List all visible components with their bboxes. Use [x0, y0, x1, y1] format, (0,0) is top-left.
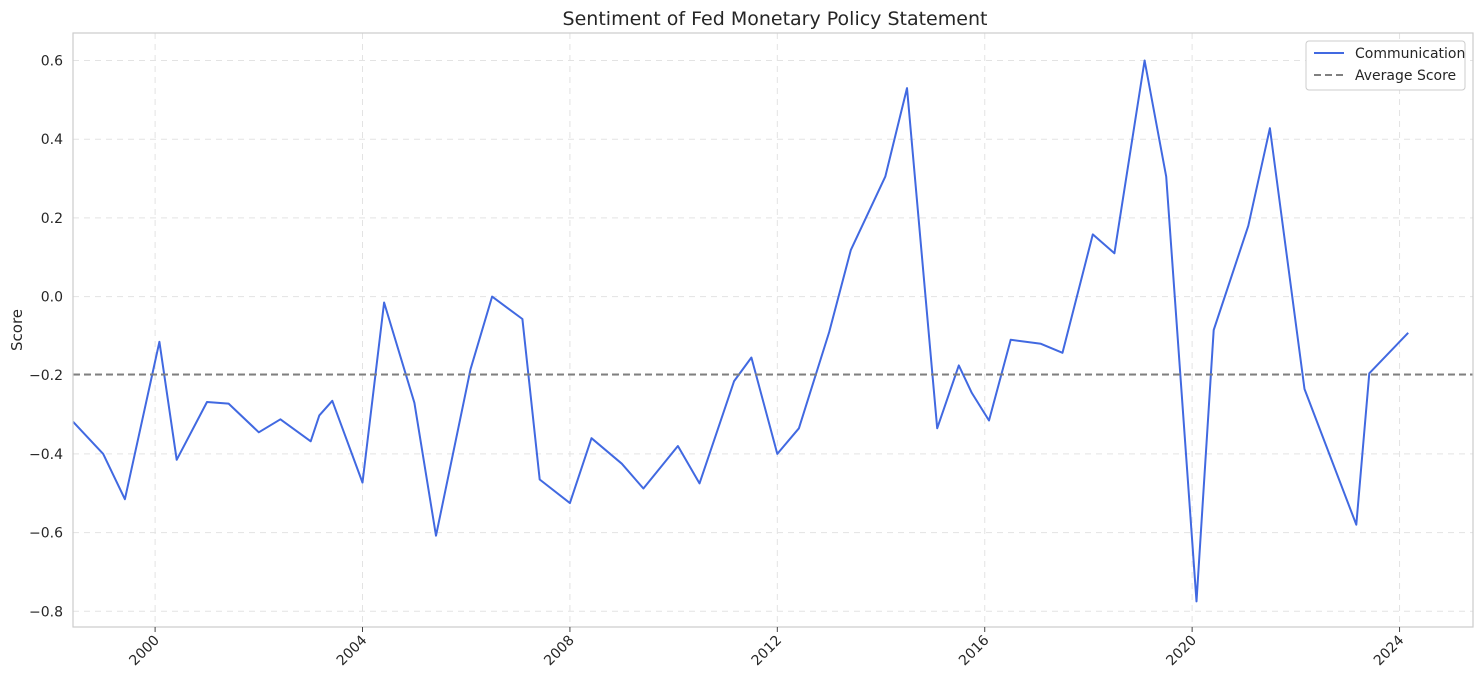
x-tick-label: 2004	[334, 632, 371, 669]
x-tick-labels: 2000 2004 2008 2012 2016 2020 2024	[126, 627, 1407, 669]
y-tick-label: −0.8	[29, 604, 63, 620]
x-tick-label: 2016	[956, 632, 993, 669]
chart-title: Sentiment of Fed Monetary Policy Stateme…	[563, 8, 988, 30]
y-tick-label: −0.2	[29, 368, 63, 384]
y-tick-label: 0.4	[41, 132, 63, 148]
y-tick-labels: 0.6 0.4 0.2 0.0 −0.2 −0.4 −0.6 −0.8	[29, 54, 63, 621]
y-tick-label: 0.2	[41, 211, 63, 227]
x-tick-label: 2012	[749, 633, 786, 670]
legend-label-average-score: Average Score	[1355, 68, 1456, 84]
communication-line	[72, 59, 1409, 603]
legend-label-communication: Communication	[1355, 46, 1465, 62]
grid-lines	[73, 33, 1473, 627]
legend-box	[1305, 40, 1466, 91]
y-axis-label: Score	[8, 309, 26, 351]
plot-frame	[72, 32, 1474, 628]
x-tick-label: 2008	[541, 633, 578, 670]
x-tick-label: 2000	[126, 633, 163, 670]
legend: Communication Average Score	[1305, 40, 1466, 91]
y-tick-label: −0.6	[29, 526, 63, 542]
x-tick-label: 2020	[1163, 633, 1200, 670]
series-lines	[72, 59, 1473, 603]
y-tick-label: 0.6	[41, 54, 63, 70]
y-tick-label: −0.4	[29, 447, 63, 463]
x-tick-label: 2024	[1371, 632, 1408, 669]
y-tick-label: 0.0	[41, 290, 63, 306]
